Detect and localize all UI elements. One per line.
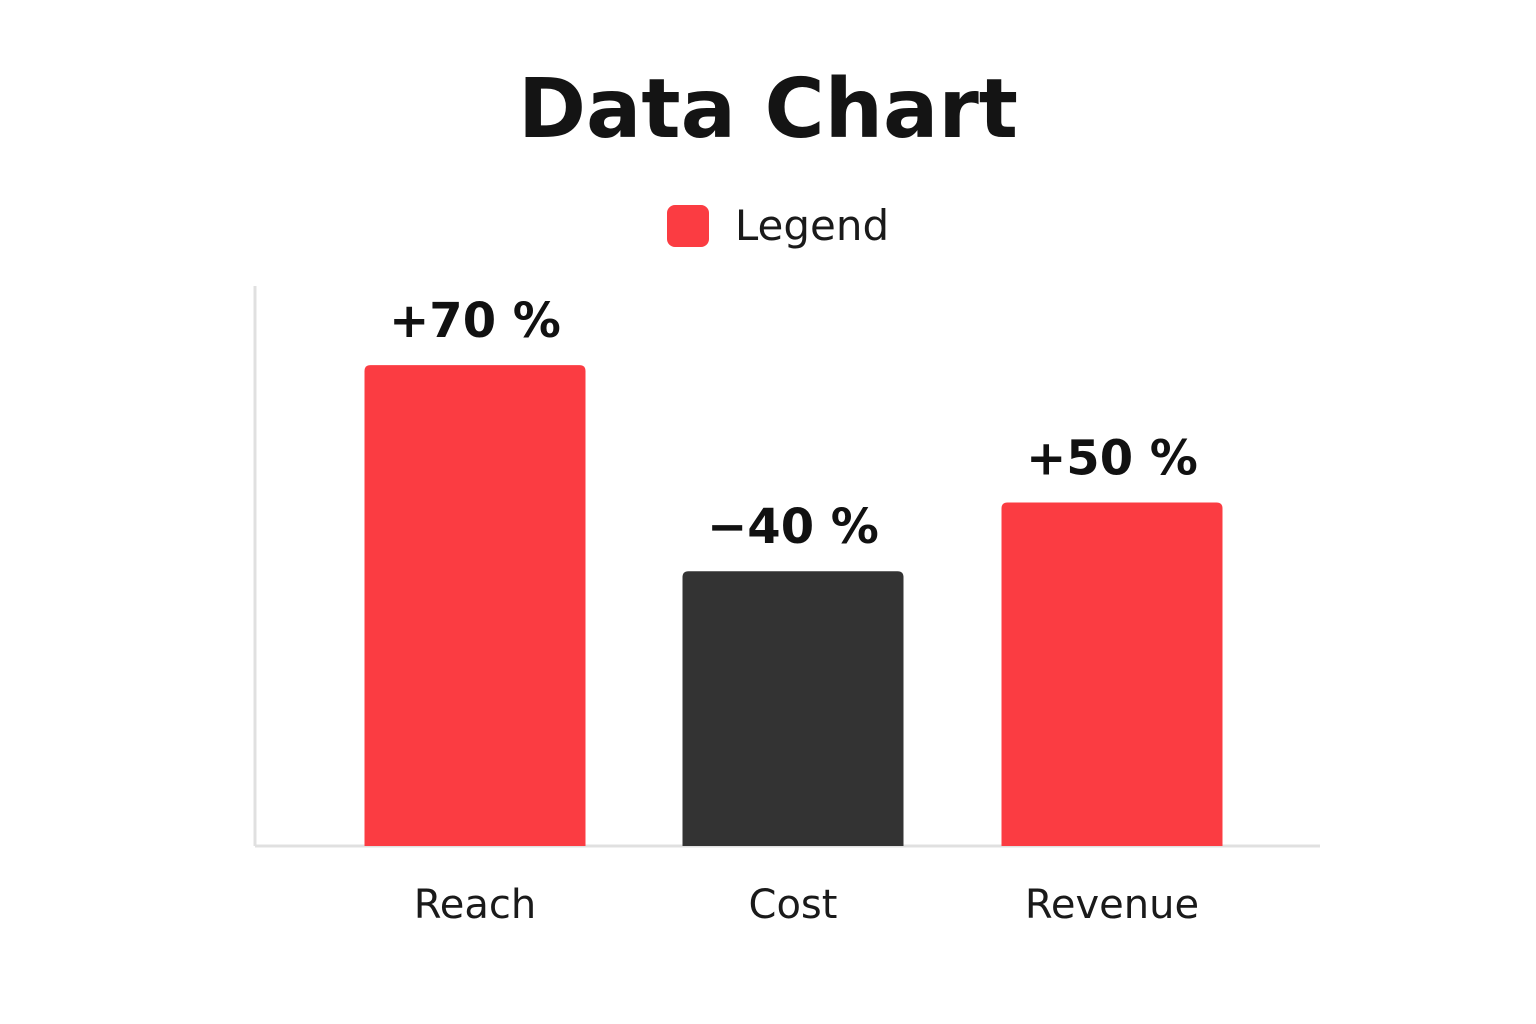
legend-swatch (666, 205, 709, 247)
legend: Legend (0, 200, 1536, 252)
legend-entry[interactable]: Legend (666, 200, 890, 252)
bar-revenue[interactable] (1001, 502, 1223, 847)
category-label-reach: Reach (414, 882, 536, 928)
bar-reach[interactable] (364, 365, 586, 846)
chart-title: Data Chart (517, 62, 1018, 157)
bar-cost[interactable] (682, 571, 904, 846)
category-label-revenue: Revenue (1025, 882, 1199, 928)
value-label-reach: +70 % (389, 293, 561, 349)
legend-label: Legend (734, 201, 890, 250)
value-label-cost: −40 % (707, 499, 879, 555)
category-label-cost: Cost (749, 882, 838, 928)
value-label-revenue: +50 % (1026, 431, 1198, 487)
